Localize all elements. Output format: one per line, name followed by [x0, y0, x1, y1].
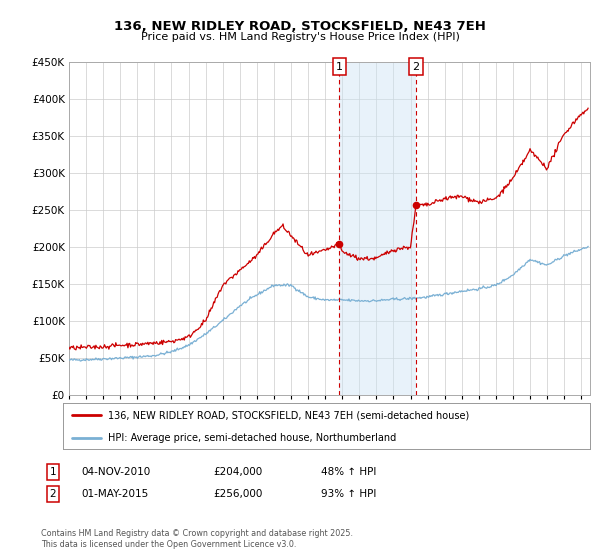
Text: 48% ↑ HPI: 48% ↑ HPI — [321, 467, 376, 477]
Bar — [340, 62, 416, 395]
Text: 136, NEW RIDLEY ROAD, STOCKSFIELD, NE43 7EH: 136, NEW RIDLEY ROAD, STOCKSFIELD, NE43 … — [114, 20, 486, 32]
Text: Contains HM Land Registry data © Crown copyright and database right 2025.
This d: Contains HM Land Registry data © Crown c… — [41, 529, 353, 549]
Text: 1: 1 — [336, 62, 343, 72]
Text: HPI: Average price, semi-detached house, Northumberland: HPI: Average price, semi-detached house,… — [108, 433, 396, 443]
Text: 93% ↑ HPI: 93% ↑ HPI — [321, 489, 376, 499]
Text: 04-NOV-2010: 04-NOV-2010 — [81, 467, 150, 477]
Text: 1: 1 — [49, 467, 56, 477]
Text: £204,000: £204,000 — [213, 467, 262, 477]
Text: 01-MAY-2015: 01-MAY-2015 — [81, 489, 148, 499]
Text: 2: 2 — [49, 489, 56, 499]
Text: £256,000: £256,000 — [213, 489, 262, 499]
Text: 136, NEW RIDLEY ROAD, STOCKSFIELD, NE43 7EH (semi-detached house): 136, NEW RIDLEY ROAD, STOCKSFIELD, NE43 … — [108, 410, 469, 420]
Text: Price paid vs. HM Land Registry's House Price Index (HPI): Price paid vs. HM Land Registry's House … — [140, 32, 460, 43]
Text: 2: 2 — [413, 62, 420, 72]
